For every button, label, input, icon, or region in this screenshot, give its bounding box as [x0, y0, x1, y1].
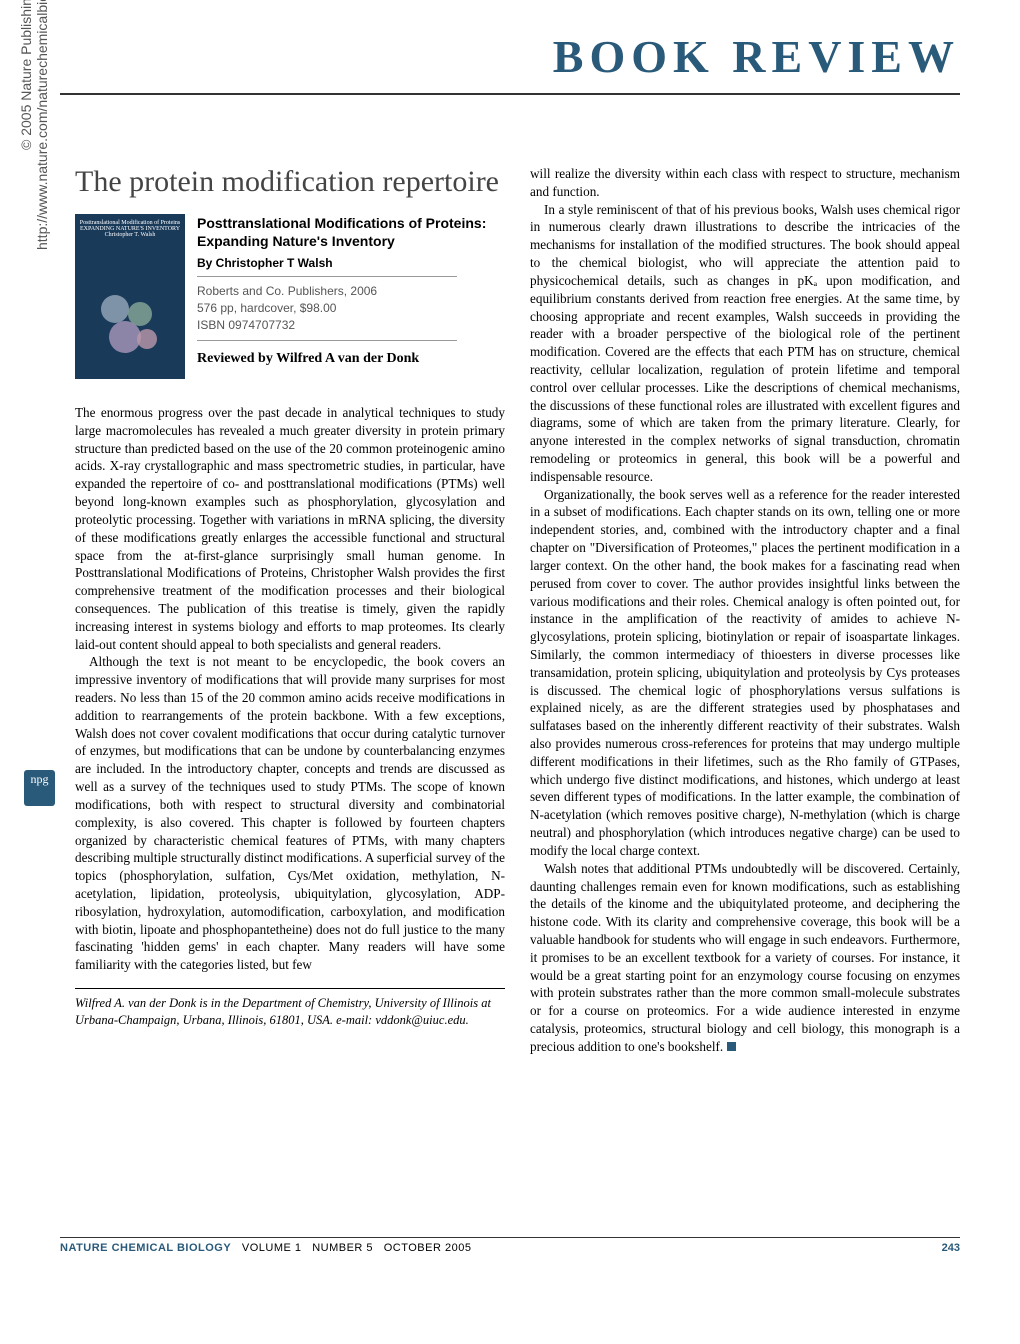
pages-line: 576 pp, hardcover, $98.00: [197, 301, 336, 315]
copyright-sidebar: © 2005 Nature Publishing Group http://ww…: [18, 0, 50, 250]
sidebar-url: http://www.nature.com/naturechemicalbiol…: [34, 0, 50, 250]
body-paragraph: Walsh notes that additional PTMs undoubt…: [530, 860, 960, 1056]
body-paragraph: In a style reminiscent of that of his pr…: [530, 201, 960, 486]
book-cover-art-icon: [95, 289, 165, 359]
journal-name: NATURE CHEMICAL BIOLOGY: [60, 1242, 231, 1254]
footer-rule: [60, 1237, 960, 1238]
isbn-line: ISBN 0974707732: [197, 318, 295, 332]
page-number: 243: [942, 1242, 960, 1254]
book-cover-image: Posttranslational Modification of Protei…: [75, 214, 185, 379]
footer-number: NUMBER 5: [312, 1242, 373, 1254]
article-body: The protein modification repertoire Post…: [0, 165, 1020, 1225]
body-paragraph: The enormous progress over the past deca…: [75, 394, 505, 653]
section-header: BOOK REVIEW: [0, 0, 1020, 93]
body-paragraph: will realize the diversity within each c…: [530, 165, 960, 201]
end-square-icon: [727, 1042, 736, 1051]
book-info-block: Posttranslational Modification of Protei…: [75, 214, 505, 379]
book-cover-text: Posttranslational Modification of Protei…: [75, 214, 185, 244]
book-meta-divider: [197, 276, 457, 277]
copyright-text: © 2005 Nature Publishing Group: [18, 0, 34, 150]
npg-badge-icon: npg: [24, 770, 55, 806]
body-paragraph: Organizationally, the book serves well a…: [530, 486, 960, 860]
author-affiliation: Wilfred A. van der Donk is in the Depart…: [75, 995, 505, 1029]
footer-date: OCTOBER 2005: [384, 1242, 472, 1254]
book-meta-divider-2: [197, 340, 457, 341]
footer-citation: NATURE CHEMICAL BIOLOGY VOLUME 1 NUMBER …: [60, 1242, 471, 1254]
body-paragraph: Although the text is not meant to be enc…: [75, 653, 505, 974]
header-rule: [60, 93, 960, 95]
article-title: The protein modification repertoire: [75, 165, 505, 199]
publisher-line: Roberts and Co. Publishers, 2006: [197, 284, 377, 298]
final-para-text: Walsh notes that additional PTMs undoubt…: [530, 861, 960, 1054]
footer-volume: VOLUME 1: [242, 1242, 302, 1254]
page-footer: NATURE CHEMICAL BIOLOGY VOLUME 1 NUMBER …: [0, 1242, 1020, 1254]
affiliation-rule: [75, 988, 505, 989]
